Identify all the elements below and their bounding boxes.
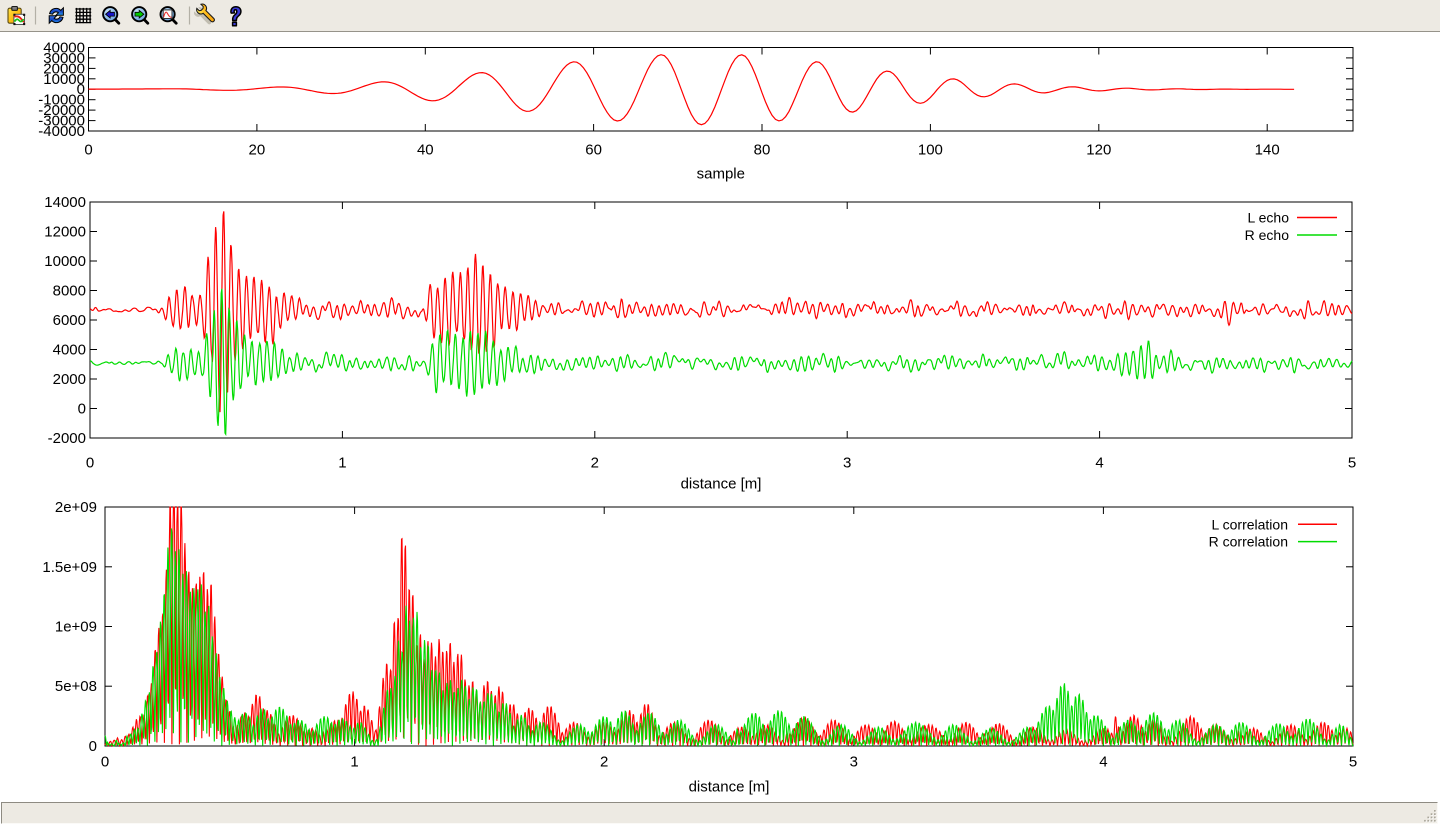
svg-text:0: 0: [78, 401, 86, 418]
svg-text:10000: 10000: [43, 71, 85, 88]
svg-text:4: 4: [1099, 754, 1107, 771]
svg-text:0: 0: [86, 455, 94, 472]
svg-text:10000: 10000: [44, 253, 86, 270]
svg-text:3: 3: [850, 754, 858, 771]
svg-text:1: 1: [338, 455, 346, 472]
svg-text:-2000: -2000: [48, 430, 86, 447]
svg-text:1.5e+09: 1.5e+09: [42, 559, 97, 576]
svg-text:2e+09: 2e+09: [55, 499, 97, 516]
svg-text:-30000: -30000: [38, 113, 85, 130]
svg-text:4: 4: [1095, 455, 1103, 472]
svg-text:40: 40: [417, 142, 434, 159]
svg-text:100: 100: [918, 142, 943, 159]
svg-text:L correlation: L correlation: [1211, 516, 1288, 532]
svg-text:1e+09: 1e+09: [55, 619, 97, 636]
svg-text:12000: 12000: [44, 224, 86, 241]
svg-text:2000: 2000: [53, 371, 86, 388]
svg-text:30000: 30000: [43, 50, 85, 67]
svg-text:R correlation: R correlation: [1209, 534, 1288, 550]
svg-text:5: 5: [1348, 455, 1356, 472]
svg-text:-10000: -10000: [38, 92, 85, 109]
svg-text:1: 1: [350, 754, 358, 771]
svg-text:-40000: -40000: [38, 123, 85, 140]
svg-text:5: 5: [1349, 754, 1357, 771]
svg-text:3: 3: [843, 455, 851, 472]
svg-text:0: 0: [101, 754, 109, 771]
svg-text:80: 80: [754, 142, 771, 159]
svg-text:distance [m]: distance [m]: [681, 476, 762, 493]
svg-text:20: 20: [249, 142, 266, 159]
svg-text:40000: 40000: [43, 40, 85, 57]
svg-text:2: 2: [591, 455, 599, 472]
svg-text:sample: sample: [697, 166, 745, 183]
svg-text:R echo: R echo: [1245, 227, 1290, 243]
svg-text:5e+08: 5e+08: [55, 678, 97, 695]
svg-text:20000: 20000: [43, 60, 85, 77]
svg-text:8000: 8000: [53, 283, 86, 300]
svg-text:14000: 14000: [44, 194, 86, 211]
svg-text:distance [m]: distance [m]: [689, 779, 770, 796]
svg-text:120: 120: [1086, 142, 1111, 159]
svg-text:0: 0: [77, 81, 85, 98]
svg-text:60: 60: [585, 142, 602, 159]
svg-text:L echo: L echo: [1247, 210, 1289, 226]
svg-text:0: 0: [89, 738, 97, 755]
svg-text:4000: 4000: [53, 342, 86, 359]
svg-text:6000: 6000: [53, 312, 86, 329]
svg-text:140: 140: [1255, 142, 1280, 159]
svg-text:-20000: -20000: [38, 102, 85, 119]
svg-text:0: 0: [84, 142, 92, 159]
svg-text:2: 2: [600, 754, 608, 771]
